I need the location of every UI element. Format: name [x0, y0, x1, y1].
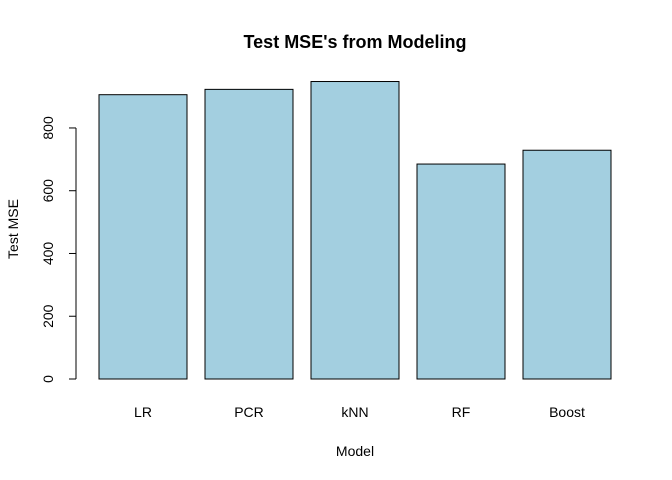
x-tick-labels: LR PCR kNN RF Boost — [134, 404, 585, 420]
chart-title: Test MSE's from Modeling — [244, 32, 467, 52]
x-tick-label-rf: RF — [452, 404, 471, 420]
y-tick-label-0: 0 — [40, 375, 56, 383]
y-tick-label-200: 200 — [40, 304, 56, 328]
x-tick-label-knn: kNN — [341, 404, 368, 420]
bar-lr — [98, 94, 188, 380]
y-tick-label-600: 600 — [40, 179, 56, 203]
x-tick-label-pcr: PCR — [234, 404, 264, 420]
x-tick-label-boost: Boost — [549, 404, 585, 420]
x-tick-label-lr: LR — [134, 404, 152, 420]
bar-rf — [416, 163, 506, 380]
bar-pcr — [204, 88, 294, 380]
bars-group — [98, 81, 612, 380]
y-axis: 0 200 400 600 800 — [40, 116, 77, 383]
bar-knn — [310, 81, 400, 380]
y-tick-label-800: 800 — [40, 116, 56, 140]
y-axis-label: Test MSE — [5, 199, 21, 259]
x-axis-label: Model — [336, 443, 374, 459]
bar-boost — [522, 149, 612, 380]
y-tick-label-400: 400 — [40, 242, 56, 266]
